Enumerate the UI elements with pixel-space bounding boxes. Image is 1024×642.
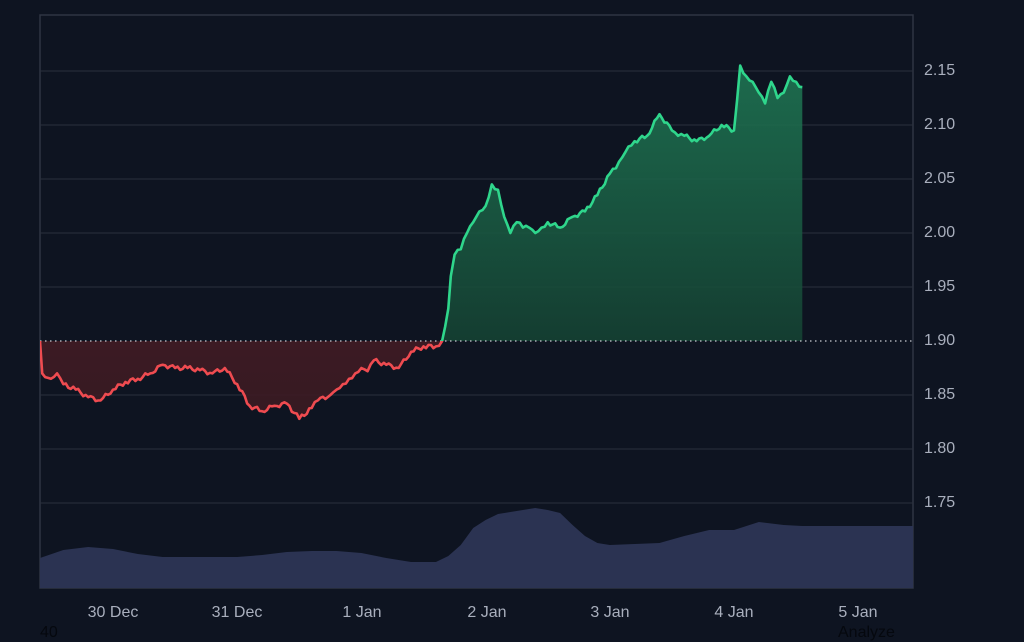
x-tick-label: 31 Dec bbox=[211, 604, 263, 621]
y-tick-label: 2.00 bbox=[924, 224, 956, 241]
y-tick-label: 1.90 bbox=[924, 332, 956, 349]
price-line bbox=[40, 64, 803, 421]
y-tick-label: 2.05 bbox=[924, 170, 956, 187]
y-tick-label: 1.75 bbox=[924, 494, 956, 511]
x-tick-label: 2 Jan bbox=[467, 604, 507, 621]
y-tick-label: 2.10 bbox=[924, 116, 956, 133]
overlay-text-analyze: Analyze bbox=[838, 624, 895, 641]
x-tick-label: 5 Jan bbox=[838, 604, 878, 621]
price-area bbox=[40, 65, 803, 419]
y-tick-label: 1.80 bbox=[924, 440, 956, 457]
x-tick-label: 30 Dec bbox=[87, 604, 139, 621]
y-tick-label: 1.95 bbox=[924, 278, 956, 295]
volume-area bbox=[40, 508, 913, 588]
x-tick-label: 4 Jan bbox=[714, 604, 754, 621]
y-tick-label: 1.85 bbox=[924, 386, 956, 403]
x-tick-label: 3 Jan bbox=[590, 604, 630, 621]
overlay-text-left: 40 bbox=[40, 624, 58, 641]
y-tick-label: 2.15 bbox=[924, 62, 956, 79]
x-tick-label: 1 Jan bbox=[342, 604, 382, 621]
